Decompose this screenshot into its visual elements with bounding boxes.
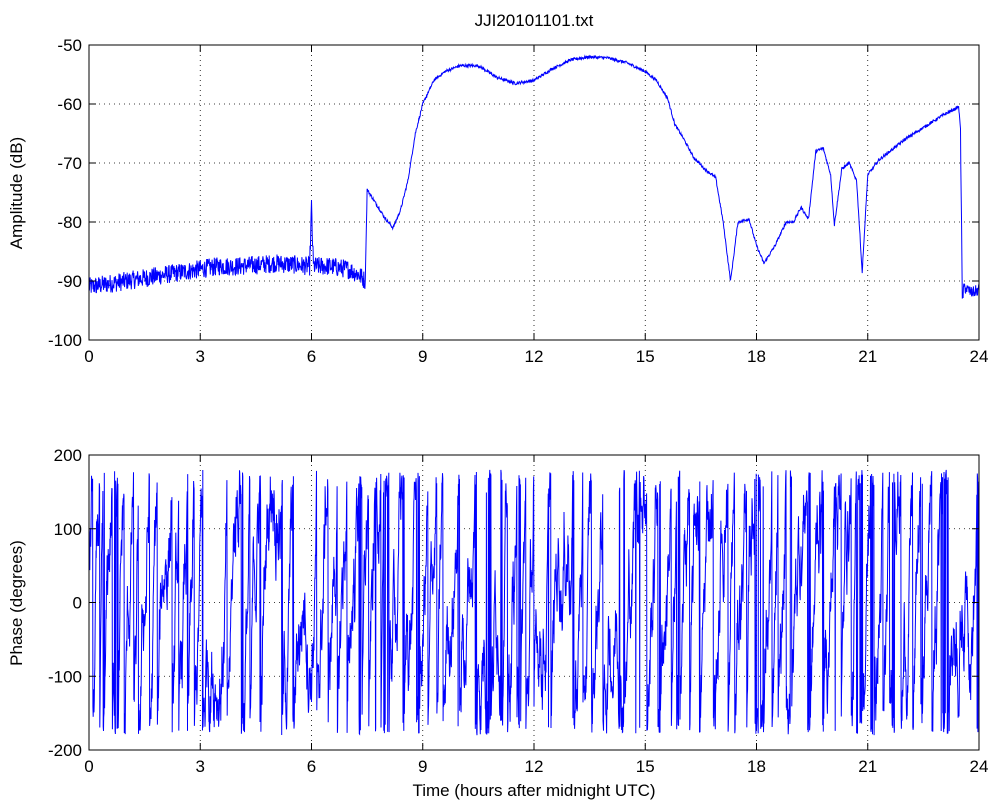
phase-panel: 0 3 6 9 12 15 18 21 24 -200 -100 0 100 200 Phase (deg… — [7, 446, 988, 800]
amplitude-x-tick-label-6: 18 — [747, 347, 766, 366]
phase-y-tick-label-0: -200 — [48, 741, 82, 760]
phase-x-tick-label-3: 9 — [418, 757, 427, 776]
amplitude-y-tick-label-3: -70 — [57, 154, 82, 173]
amplitude-x-tick-label-5: 15 — [636, 347, 655, 366]
amplitude-x-tick-label-2: 6 — [307, 347, 316, 366]
phase-x-tick-label-2: 6 — [307, 757, 316, 776]
phase-x-tick-label-8: 24 — [970, 757, 989, 776]
amplitude-x-tick-label-1: 3 — [196, 347, 205, 366]
amplitude-series-line-0 — [88, 54, 980, 299]
phase-x-tick-label-7: 21 — [858, 757, 877, 776]
phase-x-tick-label-0: 0 — [84, 757, 93, 776]
phase-x-tick-label-4: 12 — [525, 757, 544, 776]
chart-title: JJI20101101.txt — [475, 11, 594, 30]
phase-y-tick-label-4: 200 — [54, 446, 82, 465]
amplitude-plot-area — [88, 54, 980, 299]
phase-y-tick-label-1: -100 — [48, 667, 82, 686]
amplitude-ticks: 0 3 6 9 12 15 18 21 24 -100 -90 -80 -70 -60 -50 — [48, 36, 988, 366]
amplitude-x-tick-label-7: 21 — [858, 347, 877, 366]
phase-x-tick-label-5: 15 — [636, 757, 655, 776]
phase-plot-area — [88, 469, 980, 736]
amplitude-y-tick-label-1: -90 — [57, 272, 82, 291]
phase-x-axis-label: Time (hours after midnight UTC) — [412, 781, 655, 800]
amplitude-x-tick-label-8: 24 — [970, 347, 989, 366]
amplitude-x-tick-label-4: 12 — [525, 347, 544, 366]
amplitude-grid — [89, 45, 979, 340]
amplitude-x-tick-label-3: 9 — [418, 347, 427, 366]
amplitude-y-tick-label-2: -80 — [57, 213, 82, 232]
amplitude-y-axis-label: Amplitude (dB) — [7, 137, 26, 249]
phase-ticks: 0 3 6 9 12 15 18 21 24 -200 -100 0 100 200 — [48, 446, 988, 776]
phase-y-axis-label: Phase (degrees) — [7, 540, 26, 666]
phase-y-tick-label-2: 0 — [73, 594, 82, 613]
phase-x-tick-label-1: 3 — [196, 757, 205, 776]
amplitude-y-tick-label-4: -60 — [57, 95, 82, 114]
amplitude-y-tick-label-0: -100 — [48, 331, 82, 350]
phase-y-tick-label-3: 100 — [54, 520, 82, 539]
amplitude-panel: 0 3 6 9 12 15 18 21 24 -100 -90 -80 -70 -60 -50 Amplit… — [7, 36, 988, 366]
amplitude-x-tick-label-0: 0 — [84, 347, 93, 366]
phase-series-line-0 — [88, 469, 980, 736]
amplitude-y-tick-label-5: -50 — [57, 36, 82, 55]
phase-x-tick-label-6: 18 — [747, 757, 766, 776]
